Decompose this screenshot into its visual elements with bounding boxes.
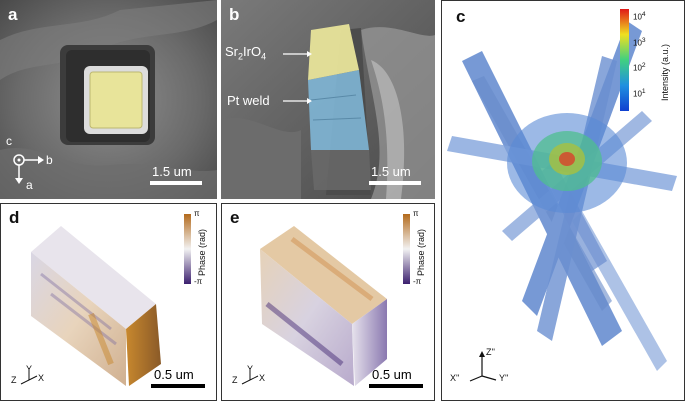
- panel-label-b: b: [229, 5, 240, 24]
- phase-tick-top-d: π: [194, 209, 200, 218]
- axis-label-x-d: X: [38, 373, 45, 383]
- scalebar-d: [151, 384, 205, 388]
- panel-a: a c b a 1.5 um: [0, 0, 217, 199]
- axis-label-x2: X'': [450, 373, 460, 383]
- scalebar-a: [150, 181, 202, 185]
- scalebar-label-d: 0.5 um: [154, 367, 194, 382]
- scalebar-label-b: 1.5 um: [371, 164, 411, 179]
- scalebar-e: [369, 384, 423, 388]
- tick-10e2: 102: [633, 62, 646, 73]
- axis-label-y-d: Y: [26, 364, 33, 374]
- tick-10e3: 103: [633, 37, 646, 48]
- axis-label-b: b: [46, 153, 53, 167]
- axis-label-a: a: [26, 178, 33, 192]
- panel-d: d π -π Phase (rad) Z Y X 0.5 um: [0, 203, 217, 401]
- crystal-highlight-a: [90, 72, 142, 128]
- axis-label-z-e: Z: [232, 375, 238, 385]
- tick-10e1: 101: [633, 88, 646, 99]
- panel-e: e π -π Phase (rad) Z Y X 0.5 um: [221, 203, 435, 401]
- panel-label-d: d: [9, 208, 20, 227]
- scalebar-label-a: 1.5 um: [152, 164, 192, 179]
- phase-colorbar-e: [403, 214, 410, 284]
- intensity-colorbar-title: Intensity (a.u.): [660, 43, 670, 101]
- phase-reconstruction-d: [20, 214, 191, 386]
- axis-label-c: c: [6, 134, 12, 148]
- phase-tick-bottom-d: -π: [194, 277, 203, 286]
- axis-label-x-e: X: [259, 373, 266, 383]
- phase-tick-bottom-e: -π: [413, 277, 422, 286]
- intensity-colorbar: [620, 9, 629, 111]
- phase-colorbar-title-d: Phase (rad): [197, 228, 207, 276]
- annotation-pt-weld: Pt weld: [227, 93, 270, 108]
- panel-c: c 104 103 102 101 Intensity (a.u.) Z'' X…: [441, 0, 685, 401]
- axis-indicator-a: [13, 154, 44, 184]
- phase-tick-top-e: π: [413, 209, 419, 218]
- phase-colorbar-title-e: Phase (rad): [416, 228, 426, 276]
- panel-label-e: e: [230, 208, 240, 227]
- panel-b: b Sr2IrO4 Pt weld 1.5 um: [221, 0, 435, 199]
- panel-label-a: a: [8, 5, 18, 24]
- scalebar-label-e: 0.5 um: [372, 367, 412, 382]
- panel-a-sem-image: [0, 0, 217, 199]
- phase-colorbar-d: [184, 214, 191, 284]
- tick-10e4: 104: [633, 11, 646, 22]
- axis-label-z2: Z'': [486, 347, 495, 357]
- panel-b-sem-image: [221, 0, 435, 199]
- axis-label-z-d: Z: [11, 375, 17, 385]
- annotation-sr2iro4: Sr2IrO4: [225, 44, 267, 62]
- pt-weld-highlight: [308, 70, 369, 150]
- axis-label-y-e: Y: [247, 364, 254, 374]
- axis-label-y2: Y'': [499, 373, 509, 383]
- diffraction-pattern: [447, 9, 677, 382]
- scalebar-b: [369, 181, 421, 185]
- panel-label-c: c: [456, 7, 466, 26]
- crystal-highlight-b: [308, 24, 359, 80]
- phase-reconstruction-e: [241, 214, 410, 386]
